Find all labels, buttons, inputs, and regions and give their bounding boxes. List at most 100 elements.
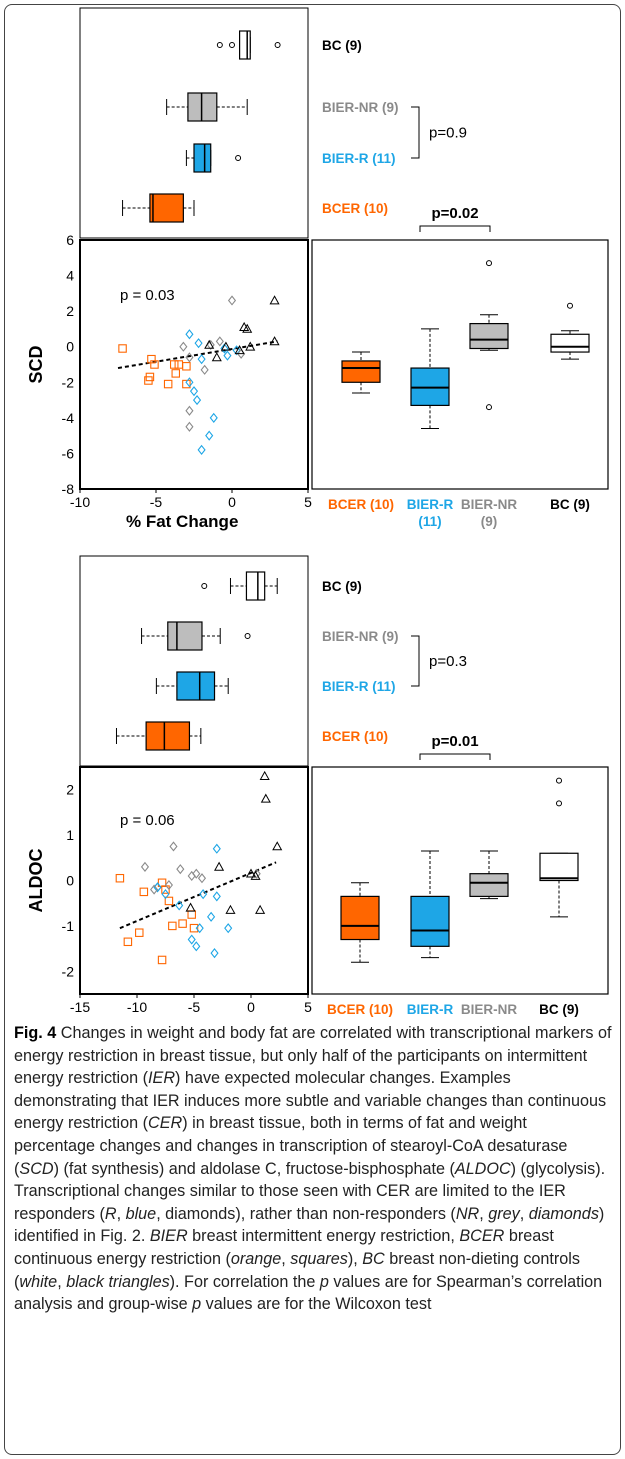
scatter-point-bcer xyxy=(182,362,191,371)
box-bcer xyxy=(340,895,380,941)
figure-frame xyxy=(4,4,621,1455)
box-outlier xyxy=(486,404,492,411)
scatter-point-bier-r xyxy=(209,412,218,423)
x-tick-label: 0 xyxy=(247,999,255,1015)
scatter-point-bier-r xyxy=(205,430,214,441)
side-group-label: BCER (10) xyxy=(322,729,388,744)
scatter-point-bcer xyxy=(147,354,156,364)
x-tick-label: 5 xyxy=(304,999,312,1015)
x-tick-label: -10 xyxy=(70,494,90,510)
x-category-label: BIER-R xyxy=(407,1002,454,1017)
x-category-count: (11) xyxy=(418,1019,441,1020)
caption-run: p xyxy=(192,1295,202,1314)
scatter-point-bier-nr xyxy=(150,884,159,895)
scatter-point-bier-r xyxy=(194,338,203,349)
scatter-point-bier-nr xyxy=(200,364,209,375)
y-tick-label: 6 xyxy=(66,232,74,248)
scatter-point-bcer xyxy=(139,887,149,897)
x-category-label: BCER (10) xyxy=(327,1002,393,1017)
scatter-point-bc xyxy=(255,904,266,914)
caption-run: p xyxy=(319,1272,329,1291)
group-p-value: p=0.02 xyxy=(431,205,478,222)
scatter-point-bier-r xyxy=(195,923,204,934)
correlation-p-value: p = 0.06 xyxy=(120,812,175,829)
scatter-frame xyxy=(79,239,309,490)
scatter-point-bier-nr xyxy=(206,339,215,351)
side-group-label: BIER-NR (9) xyxy=(322,629,399,644)
scatter-point-bcer xyxy=(115,873,125,883)
side-boxplot-frame xyxy=(79,7,309,239)
scatter-point-bier-nr xyxy=(185,352,194,363)
y-tick-label: -4 xyxy=(62,410,75,426)
scatter-point-bier-r xyxy=(185,329,194,340)
caption-run: blue xyxy=(125,1204,157,1223)
group-p-value: p=0.01 xyxy=(431,733,478,750)
x-tick-label: 0 xyxy=(228,494,236,510)
y-tick-label: -8 xyxy=(62,481,75,497)
scatter-point-bier-r xyxy=(210,948,219,959)
caption-run: , diamonds), rather than non-responders … xyxy=(156,1204,456,1223)
x-category-label: BIER-NR xyxy=(461,1002,517,1017)
y-tick-label: -6 xyxy=(62,445,75,461)
scatter-point-bier-r xyxy=(232,345,241,356)
caption-run: ) have expected molecular changes. Examp… xyxy=(14,1069,607,1133)
caption-run: squares xyxy=(290,1249,348,1268)
x-tick-label: -15 xyxy=(70,999,90,1015)
side-box-bc xyxy=(239,30,251,60)
side-outlier xyxy=(229,42,235,48)
side-group-label: BIER-NR (9) xyxy=(322,100,399,115)
x-axis-label: % Weight Change xyxy=(126,1017,269,1020)
scatter-point-bc xyxy=(225,904,236,914)
side-box-bier-nr xyxy=(187,92,218,122)
side-group-label: BCER (10) xyxy=(322,201,388,216)
box-outlier xyxy=(567,302,573,309)
side-box-bc xyxy=(245,571,266,601)
box-bier-r xyxy=(410,895,450,947)
x-tick-label: 5 xyxy=(304,494,312,510)
scatter-point-bier-r xyxy=(197,444,206,455)
boxplot-frame xyxy=(311,766,609,995)
y-tick-label: 2 xyxy=(66,303,74,319)
caption-run: ) (glycolysis). Transcriptional changes … xyxy=(14,1159,606,1223)
scatter-point-bcer xyxy=(169,360,179,369)
x-tick-label: -5 xyxy=(188,999,201,1015)
scatter-point-bc xyxy=(245,868,257,878)
box-bier-nr xyxy=(469,322,509,350)
pair-bracket xyxy=(411,106,420,159)
scatter-point-bier-nr xyxy=(176,864,185,875)
x-category-count: (9) xyxy=(481,514,498,529)
boxplot-frame xyxy=(311,239,609,490)
scatter-point-bier-r xyxy=(224,923,233,934)
box-outlier xyxy=(486,260,492,267)
x-tick-label: -10 xyxy=(127,999,147,1015)
caption-run: , xyxy=(479,1204,489,1223)
trend-line xyxy=(119,861,277,930)
caption-run: Changes in weight and body fat are corre… xyxy=(14,1024,612,1088)
x-category-label: BC (9) xyxy=(550,497,590,512)
caption-run: IER xyxy=(148,1069,176,1088)
group-bracket xyxy=(419,225,491,232)
scatter-point-bc xyxy=(260,793,271,803)
side-box-bcer xyxy=(145,721,191,751)
caption-run: BCER xyxy=(459,1227,505,1246)
side-outlier xyxy=(274,42,281,48)
group-bracket xyxy=(419,753,491,760)
caption-run: ) (fat synthesis) and aldolase C, fructo… xyxy=(53,1159,455,1178)
x-category-count: (9) xyxy=(481,1019,498,1020)
scatter-point-bier-r xyxy=(192,941,201,952)
caption-run: white xyxy=(19,1272,58,1291)
scatter-point-bcer xyxy=(182,379,191,389)
caption-run: , xyxy=(281,1249,291,1268)
scatter-point-bc xyxy=(259,770,270,780)
caption-run: CER xyxy=(148,1114,183,1133)
side-group-label: BC (9) xyxy=(322,38,362,53)
side-outlier xyxy=(216,42,223,48)
caption-run: SCD xyxy=(19,1159,54,1178)
scatter-point-bier-nr xyxy=(169,841,178,852)
pair-p-value: p=0.3 xyxy=(429,653,467,670)
y-tick-label: 1 xyxy=(66,827,74,843)
scatter-point-bier-r xyxy=(199,889,208,900)
scatter-point-bc xyxy=(185,902,196,912)
pair-p-value: p=0.9 xyxy=(429,125,467,142)
side-group-label: BIER-R (11) xyxy=(322,679,396,694)
